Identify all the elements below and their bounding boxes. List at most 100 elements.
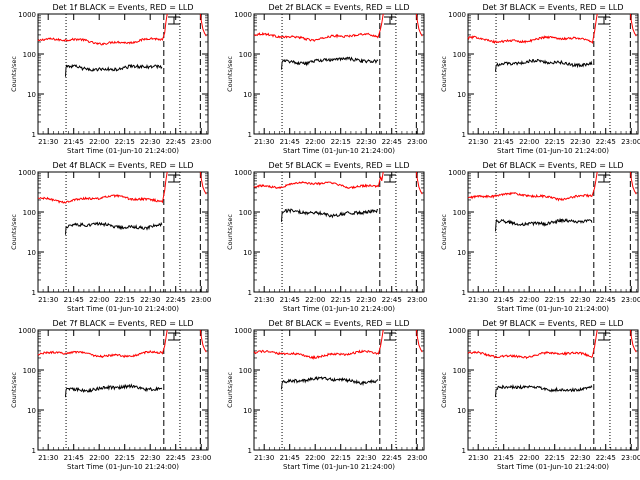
- x-tick-label: 21:45: [494, 454, 514, 462]
- lld-series-line: [467, 171, 598, 202]
- lld-series-tail: [629, 171, 637, 195]
- x-tick-label: 21:45: [280, 296, 300, 304]
- y-tick-label: 1000: [448, 169, 466, 177]
- y-axis-label: Counts/sec: [10, 56, 18, 92]
- x-tick-label: 23:00: [191, 454, 211, 462]
- y-tick-label: 1: [32, 447, 36, 455]
- x-axis-label: Start Time (01-Jun-10 21:24:00): [67, 147, 179, 155]
- x-tick-label: 22:15: [115, 454, 135, 462]
- panel-title: Det 2f BLACK = Events, RED = LLD: [268, 3, 409, 12]
- x-tick-label: 22:00: [519, 138, 539, 146]
- y-tick-label: 1: [462, 131, 466, 139]
- x-tick-label: 23:00: [407, 454, 427, 462]
- x-tick-label: 21:30: [468, 296, 488, 304]
- y-tick-label: 1: [248, 447, 252, 455]
- x-tick-label: 21:45: [64, 454, 84, 462]
- x-tick-label: 23:00: [621, 138, 640, 146]
- events-series-line: [65, 63, 163, 77]
- y-tick-label: 100: [453, 209, 466, 217]
- y-tick-label: 1: [248, 289, 252, 297]
- lld-series-line: [37, 13, 168, 46]
- x-tick-label: 21:30: [254, 454, 274, 462]
- error-bar-marker: [168, 174, 180, 183]
- error-bar-marker: [384, 16, 396, 25]
- y-tick-label: 1000: [448, 11, 466, 19]
- lld-series-line: [253, 171, 384, 190]
- y-tick-label: 1000: [234, 11, 252, 19]
- y-tick-label: 100: [239, 367, 252, 375]
- x-tick-label: 21:30: [38, 138, 58, 146]
- panel-3: Det 3f BLACK = Events, RED = LLD 1 10 100 10…: [440, 3, 640, 155]
- lld-series-tail: [199, 171, 207, 195]
- plot-frame: [37, 13, 209, 135]
- x-tick-label: 22:45: [596, 454, 616, 462]
- y-tick-label: 1: [462, 447, 466, 455]
- lld-series-tail: [415, 13, 423, 37]
- x-axis-label: Start Time (01-Jun-10 21:24:00): [497, 147, 609, 155]
- x-tick-label: 22:15: [545, 454, 565, 462]
- x-tick-label: 22:00: [89, 454, 109, 462]
- y-axis-label: Counts/sec: [440, 372, 448, 408]
- events-series-line: [495, 58, 593, 72]
- x-tick-label: 22:45: [382, 138, 402, 146]
- x-tick-label: 22:00: [305, 296, 325, 304]
- x-tick-label: 22:30: [140, 296, 160, 304]
- plot-frame: [253, 171, 425, 293]
- events-series-line: [281, 56, 379, 70]
- events-series-line: [495, 384, 593, 398]
- x-tick-label: 22:30: [570, 138, 590, 146]
- y-axis-label: Counts/sec: [10, 372, 18, 408]
- y-tick-label: 10: [457, 407, 466, 415]
- x-tick-label: 22:15: [115, 296, 135, 304]
- plot-frame: [467, 13, 639, 135]
- panel-9: Det 9f BLACK = Events, RED = LLD 1 10 100 10…: [440, 319, 640, 471]
- x-tick-label: 22:15: [331, 138, 351, 146]
- plot-frame: [467, 329, 639, 451]
- events-series-line: [65, 383, 163, 398]
- x-tick-label: 21:45: [494, 296, 514, 304]
- panel-title: Det 8f BLACK = Events, RED = LLD: [268, 319, 409, 328]
- x-tick-label: 23:00: [191, 296, 211, 304]
- panel-8: Det 8f BLACK = Events, RED = LLD 1 10 100 10…: [226, 319, 427, 471]
- x-tick-label: 22:45: [166, 454, 186, 462]
- panel-title: Det 6f BLACK = Events, RED = LLD: [482, 161, 623, 170]
- lld-series-line: [38, 171, 168, 204]
- y-tick-label: 1000: [18, 169, 36, 177]
- panel-2: Det 2f BLACK = Events, RED = LLD 1 10 100 10…: [226, 3, 427, 155]
- x-tick-label: 23:00: [407, 296, 427, 304]
- x-tick-label: 22:45: [596, 296, 616, 304]
- events-series-line: [281, 375, 379, 390]
- x-tick-label: 22:30: [570, 296, 590, 304]
- x-tick-label: 21:45: [64, 138, 84, 146]
- x-tick-label: 22:00: [519, 296, 539, 304]
- y-tick-label: 10: [243, 407, 252, 415]
- y-tick-label: 10: [27, 91, 36, 99]
- events-series-line: [495, 217, 593, 232]
- lld-series-line: [253, 329, 384, 361]
- lld-series-tail: [629, 13, 637, 37]
- x-tick-label: 22:45: [382, 296, 402, 304]
- error-bar-marker: [384, 174, 396, 183]
- y-tick-label: 100: [453, 51, 466, 59]
- panel-title: Det 9f BLACK = Events, RED = LLD: [482, 319, 623, 328]
- lld-series-tail: [629, 329, 637, 353]
- x-tick-label: 22:00: [305, 138, 325, 146]
- panel-title: Det 1f BLACK = Events, RED = LLD: [52, 3, 193, 12]
- x-tick-label: 21:30: [254, 138, 274, 146]
- y-tick-label: 100: [23, 51, 36, 59]
- y-tick-label: 10: [243, 249, 252, 257]
- x-tick-label: 22:30: [140, 138, 160, 146]
- x-tick-label: 21:30: [468, 138, 488, 146]
- x-tick-label: 22:30: [570, 454, 590, 462]
- panel-1: Det 1f BLACK = Events, RED = LLD 1 10 100 10…: [10, 3, 211, 155]
- lld-series-tail: [199, 13, 207, 37]
- x-tick-label: 21:45: [64, 296, 84, 304]
- x-tick-label: 23:00: [191, 138, 211, 146]
- y-tick-label: 10: [243, 91, 252, 99]
- y-tick-label: 100: [239, 209, 252, 217]
- y-tick-label: 10: [457, 91, 466, 99]
- panel-title: Det 3f BLACK = Events, RED = LLD: [482, 3, 623, 12]
- x-axis-label: Start Time (01-Jun-10 21:24:00): [283, 463, 395, 471]
- error-bar-marker: [598, 332, 610, 341]
- x-tick-label: 23:00: [407, 138, 427, 146]
